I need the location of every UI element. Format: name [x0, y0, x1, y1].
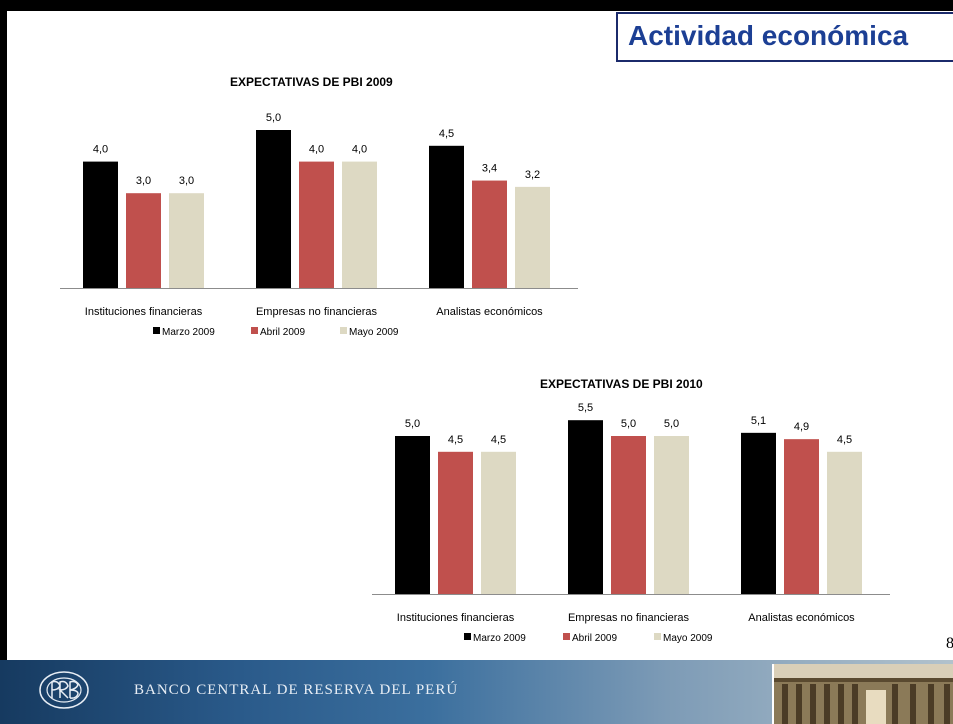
category-label: Empresas no financieras [256, 306, 378, 318]
data-label: 3,0 [136, 175, 151, 187]
bar-1-3-2 [472, 180, 507, 288]
category-label: Instituciones financieras [85, 306, 203, 318]
chart-1-title: EXPECTATIVAS DE PBI 2009 [230, 75, 393, 89]
bar-1-1-1 [83, 161, 118, 288]
bar-1-2-2 [299, 161, 334, 288]
category-label: Analistas económicos [748, 612, 855, 624]
bar-2-2-3 [654, 436, 689, 594]
data-label: 5,0 [266, 112, 281, 124]
legend-label: Abril 2009 [260, 327, 305, 338]
data-label: 5,5 [578, 402, 593, 414]
bar-2-1-1 [395, 436, 430, 594]
legend-swatch [340, 327, 347, 334]
category-label: Empresas no financieras [568, 612, 690, 624]
data-label: 3,0 [179, 175, 194, 187]
building-photo [772, 664, 953, 724]
bar-2-1-3 [481, 451, 516, 594]
bank-logo-icon [39, 671, 89, 709]
category-label: Instituciones financieras [397, 612, 515, 624]
legend-label: Abril 2009 [572, 633, 617, 644]
bar-2-3-3 [827, 451, 862, 594]
data-label: 4,0 [352, 144, 367, 156]
data-label: 3,4 [482, 163, 497, 175]
data-label: 5,0 [621, 418, 636, 430]
data-label: 4,5 [448, 434, 463, 446]
bar-2-2-1 [568, 420, 603, 594]
data-label: 4,5 [439, 128, 454, 140]
bar-2-1-2 [438, 451, 473, 594]
data-label: 4,5 [837, 434, 852, 446]
bar-2-3-2 [784, 439, 819, 594]
data-label: 5,1 [751, 415, 766, 427]
legend-label: Mayo 2009 [663, 633, 713, 644]
legend-label: Mayo 2009 [349, 327, 399, 338]
data-label: 4,5 [491, 434, 506, 446]
bar-1-2-3 [342, 161, 377, 288]
legend-swatch [654, 633, 661, 640]
bar-1-2-1 [256, 130, 291, 288]
bar-1-3-1 [429, 145, 464, 288]
bar-1-1-3 [169, 193, 204, 288]
data-label: 4,0 [93, 144, 108, 156]
legend-swatch [153, 327, 160, 334]
bar-2-3-1 [741, 432, 776, 594]
bar-1-1-2 [126, 193, 161, 288]
data-label: 3,2 [525, 169, 540, 181]
bar-2-2-2 [611, 436, 646, 594]
slide-title: Actividad económica [628, 20, 909, 51]
data-label: 5,0 [664, 418, 679, 430]
data-label: 4,0 [309, 144, 324, 156]
footer-bank-name: BANCO CENTRAL DE RESERVA DEL PERÚ [134, 682, 459, 698]
legend-swatch [251, 327, 258, 334]
legend-swatch [563, 633, 570, 640]
legend-label: Marzo 2009 [473, 633, 526, 644]
category-label: Analistas económicos [436, 306, 543, 318]
slide-title-box: Actividad económica [616, 12, 953, 62]
legend-swatch [464, 633, 471, 640]
page-number: 8 [946, 635, 953, 652]
chart-2-title: EXPECTATIVAS DE PBI 2010 [540, 377, 703, 391]
data-label: 5,0 [405, 418, 420, 430]
data-label: 4,9 [794, 421, 809, 433]
bar-1-3-3 [515, 186, 550, 288]
legend-label: Marzo 2009 [162, 327, 215, 338]
